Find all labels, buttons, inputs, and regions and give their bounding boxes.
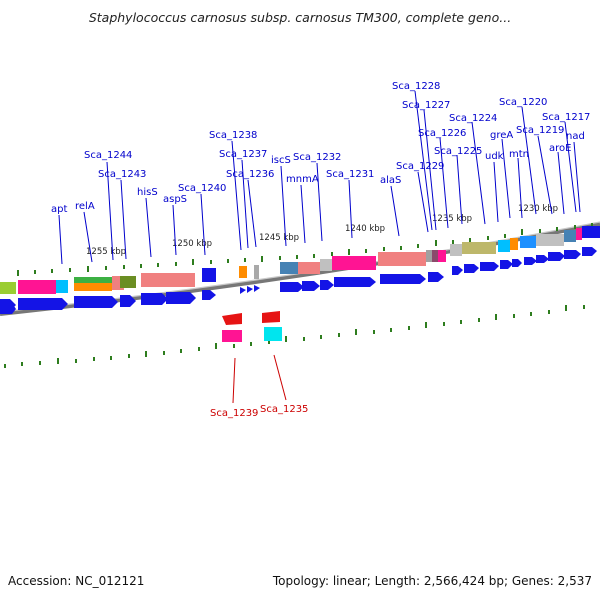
- accession-label: Accession: NC_012121: [8, 574, 145, 588]
- gene-label[interactable]: alaS: [380, 175, 401, 186]
- gene-label-lower[interactable]: Sca_1239: [210, 408, 258, 419]
- scale-ticks-lower: [4, 305, 585, 368]
- tick-label: 1235 kbp: [432, 214, 472, 224]
- tick-label: 1230 kbp: [518, 204, 558, 214]
- gene-label[interactable]: nad: [566, 131, 585, 142]
- gene-label[interactable]: mnmA: [286, 174, 319, 185]
- gene-label[interactable]: apt: [51, 204, 67, 215]
- tick-label: 1245 kbp: [259, 233, 299, 243]
- gene-label[interactable]: Sca_1217: [542, 112, 590, 123]
- gene-label[interactable]: mtn: [509, 149, 529, 160]
- tick-label: 1250 kbp: [172, 239, 212, 249]
- gene-label[interactable]: Sca_1226: [418, 128, 466, 139]
- gene-label[interactable]: iscS: [271, 155, 291, 166]
- gene-label[interactable]: greA: [490, 130, 513, 141]
- gene-label[interactable]: Sca_1227: [402, 100, 450, 111]
- gene-label[interactable]: Sca_1236: [226, 169, 274, 180]
- gene-leader-lines-lower: [232, 354, 287, 404]
- gene-label[interactable]: Sca_1224: [449, 113, 497, 124]
- gene-label[interactable]: Sca_1240: [178, 183, 226, 194]
- gene-label[interactable]: Sca_1229: [396, 161, 444, 172]
- cog-feature-band: [0, 226, 600, 294]
- gene-label[interactable]: aroE: [549, 143, 571, 154]
- gene-label[interactable]: Sca_1225: [434, 146, 482, 157]
- forward-genes[interactable]: [0, 247, 597, 311]
- gene-label[interactable]: Sca_1238: [209, 130, 257, 141]
- gene-label[interactable]: Sca_1237: [219, 149, 267, 160]
- gene-label[interactable]: udk: [485, 151, 504, 162]
- scale-ticks-upper: [17, 223, 593, 276]
- gene-label[interactable]: Sca_1228: [392, 81, 440, 92]
- tick-label: 1255 kbp: [86, 247, 126, 257]
- gene-label[interactable]: Sca_1219: [516, 125, 564, 136]
- map-title: Staphylococcus carnosus subsp. carnosus …: [88, 10, 512, 25]
- gene-label[interactable]: aspS: [163, 194, 187, 205]
- gene-label[interactable]: Sca_1244: [84, 150, 132, 161]
- tick-label: 1240 kbp: [345, 224, 385, 234]
- gene-label-lower[interactable]: Sca_1235: [260, 404, 308, 415]
- forward-genes-row2[interactable]: [0, 303, 16, 314]
- gene-label[interactable]: Sca_1243: [98, 169, 146, 180]
- gene-leader-lines: [58, 90, 581, 265]
- gene-label[interactable]: Sca_1231: [326, 169, 374, 180]
- gene-label[interactable]: relA: [75, 201, 95, 212]
- reverse-genes[interactable]: [222, 311, 282, 342]
- gene-label[interactable]: Sca_1232: [293, 152, 341, 163]
- topology-label: Topology: linear; Length: 2,566,424 bp; …: [272, 574, 592, 588]
- gene-label[interactable]: hisS: [137, 187, 158, 198]
- gene-label[interactable]: Sca_1220: [499, 97, 547, 108]
